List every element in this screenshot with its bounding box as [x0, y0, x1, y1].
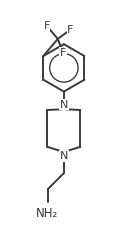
Text: F: F: [43, 21, 50, 31]
Text: N: N: [60, 100, 68, 110]
Text: N: N: [60, 151, 68, 161]
Text: F: F: [60, 48, 66, 58]
Text: NH₂: NH₂: [36, 207, 58, 220]
Text: F: F: [67, 25, 74, 35]
